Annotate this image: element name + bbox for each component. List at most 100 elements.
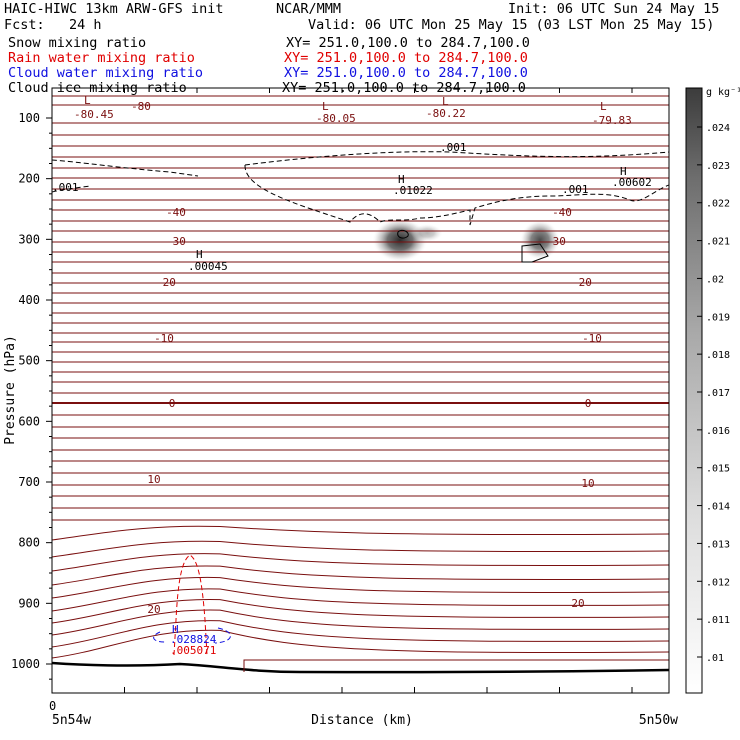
isotherm bbox=[52, 177, 669, 179]
y-tick-label: 600 bbox=[18, 414, 40, 428]
colorbar-tick-label: .011 bbox=[706, 615, 730, 626]
colorbar-tick-label: .024 bbox=[706, 123, 730, 134]
isotherm bbox=[52, 341, 669, 343]
isotherm-label: -10 bbox=[582, 332, 602, 345]
colorbar-tick-label: .019 bbox=[706, 312, 730, 323]
extremum-value: -79.83 bbox=[592, 114, 632, 127]
cloud-contour-label: .001 bbox=[440, 141, 467, 154]
x-axis-label: Distance (km) bbox=[311, 713, 413, 728]
isotherm bbox=[52, 272, 669, 274]
isotherm bbox=[52, 292, 669, 294]
snow-secondary-blob bbox=[520, 220, 560, 260]
isotherm bbox=[52, 472, 669, 474]
isotherm bbox=[52, 371, 669, 373]
high-marker: H bbox=[398, 173, 405, 186]
org-label: NCAR/MMM bbox=[276, 1, 342, 17]
isotherm-label: -10 bbox=[154, 332, 174, 345]
isotherm bbox=[52, 220, 669, 222]
isotherm bbox=[52, 426, 669, 428]
colorbar-tick-label: .013 bbox=[706, 539, 730, 550]
high-marker: H bbox=[196, 248, 203, 261]
colorbar-tick-label: .01 bbox=[706, 653, 724, 664]
high-marker: H bbox=[620, 165, 627, 178]
x-axis-right-location: 5n50w bbox=[639, 713, 678, 728]
extremum-value: -80.22 bbox=[426, 107, 466, 120]
distance-axis bbox=[51, 88, 633, 693]
snow-blob-fringe bbox=[411, 224, 443, 242]
y-tick-label: 200 bbox=[18, 172, 40, 186]
isotherm bbox=[52, 540, 669, 558]
isotherm bbox=[52, 95, 669, 97]
isotherm bbox=[52, 609, 669, 636]
init-time: Init: 06 UTC Sun 24 May 15 bbox=[508, 1, 720, 17]
field-xy-rain: XY= 251.0,100.0 to 284.7,100.0 bbox=[284, 50, 528, 66]
isotherm bbox=[52, 392, 669, 394]
colorbar-tick-label: .016 bbox=[706, 426, 730, 437]
field-xy-cloud-water: XY= 251.0,100.0 to 284.7,100.0 bbox=[284, 65, 528, 81]
isotherm bbox=[52, 484, 669, 486]
colorbar-tick-label: .014 bbox=[706, 502, 730, 513]
isotherm bbox=[52, 576, 669, 599]
isotherm bbox=[52, 122, 669, 124]
isotherm bbox=[52, 437, 669, 439]
cloud-contour-label: .001 bbox=[562, 183, 589, 196]
isotherm bbox=[52, 588, 669, 612]
isotherm bbox=[52, 519, 669, 521]
extremum-value: .028824 bbox=[170, 633, 217, 646]
extremum-value: -80.05 bbox=[316, 112, 356, 125]
isotherm bbox=[52, 598, 669, 624]
isotherm-label: -20 bbox=[572, 276, 592, 289]
valid-time: Valid: 06 UTC Mon 25 May 15 (03 LST Mon … bbox=[308, 17, 715, 33]
isotherm bbox=[52, 241, 669, 243]
extremum-value: -80.45 bbox=[74, 108, 114, 121]
colorbar-unit: g kg⁻¹ bbox=[706, 87, 740, 98]
y-tick-label: 800 bbox=[18, 536, 40, 550]
colorbar-tick-label: .022 bbox=[706, 199, 730, 210]
isotherm bbox=[52, 629, 669, 659]
cloud-contour-label: .001 bbox=[52, 181, 79, 194]
field-label-rain: Rain water mixing ratio bbox=[8, 50, 195, 66]
colorbar-tick-label: .021 bbox=[706, 237, 730, 248]
isotherm-label: 0 bbox=[585, 397, 592, 410]
colorbar-ticks: .01 .011 .012 .013 .014 .015 .016 .017 .018 .019.… bbox=[697, 123, 730, 664]
isotherm-label: 0 bbox=[169, 397, 176, 410]
isotherm-label: -30 bbox=[166, 235, 186, 248]
field-label-cloud-water: Cloud water mixing ratio bbox=[8, 65, 204, 81]
isotherm bbox=[52, 134, 669, 136]
isotherm bbox=[52, 145, 669, 147]
isotherm bbox=[52, 449, 669, 451]
low-marker: L bbox=[600, 100, 607, 113]
field-label-snow: Snow mixing ratio bbox=[8, 35, 147, 51]
isotherm bbox=[52, 332, 669, 334]
isotherm bbox=[52, 620, 669, 648]
isotherm bbox=[52, 351, 669, 353]
isotherm-label: -80 bbox=[131, 100, 151, 113]
x-axis-zero-tick: 0 bbox=[49, 699, 56, 713]
y-tick-label: 900 bbox=[18, 596, 40, 610]
isotherm-label: 20 bbox=[571, 597, 584, 610]
colorbar bbox=[685, 87, 703, 694]
isotherm-label: 20 bbox=[147, 603, 160, 616]
isotherm bbox=[52, 322, 669, 324]
isotherm bbox=[52, 251, 669, 253]
x-axis-left-location: 5n54w bbox=[52, 713, 91, 728]
y-tick-label: 300 bbox=[18, 232, 40, 246]
isotherm bbox=[52, 209, 669, 211]
isotherm bbox=[52, 188, 669, 190]
colorbar-tick-label: .017 bbox=[706, 388, 730, 399]
isotherm bbox=[52, 261, 669, 263]
isotherm-label: -40 bbox=[166, 206, 186, 219]
temperature-isotherms bbox=[52, 95, 669, 659]
isotherm bbox=[52, 302, 669, 304]
model-title: HAIC-HIWC 13km ARW-GFS init bbox=[4, 1, 224, 17]
pressure-axis: 100 200 300 400 500 600 700 800 900 1000 bbox=[11, 111, 52, 680]
isotherm bbox=[52, 507, 669, 509]
colorbar-tick-label: .012 bbox=[706, 577, 730, 588]
isotherm bbox=[52, 553, 669, 572]
isotherm bbox=[52, 230, 669, 232]
extremum-value: .005071 bbox=[170, 644, 216, 657]
isotherm bbox=[52, 167, 669, 169]
isotherm bbox=[52, 381, 669, 383]
y-tick-label: 1000 bbox=[11, 657, 40, 671]
y-tick-label: 400 bbox=[18, 293, 40, 307]
